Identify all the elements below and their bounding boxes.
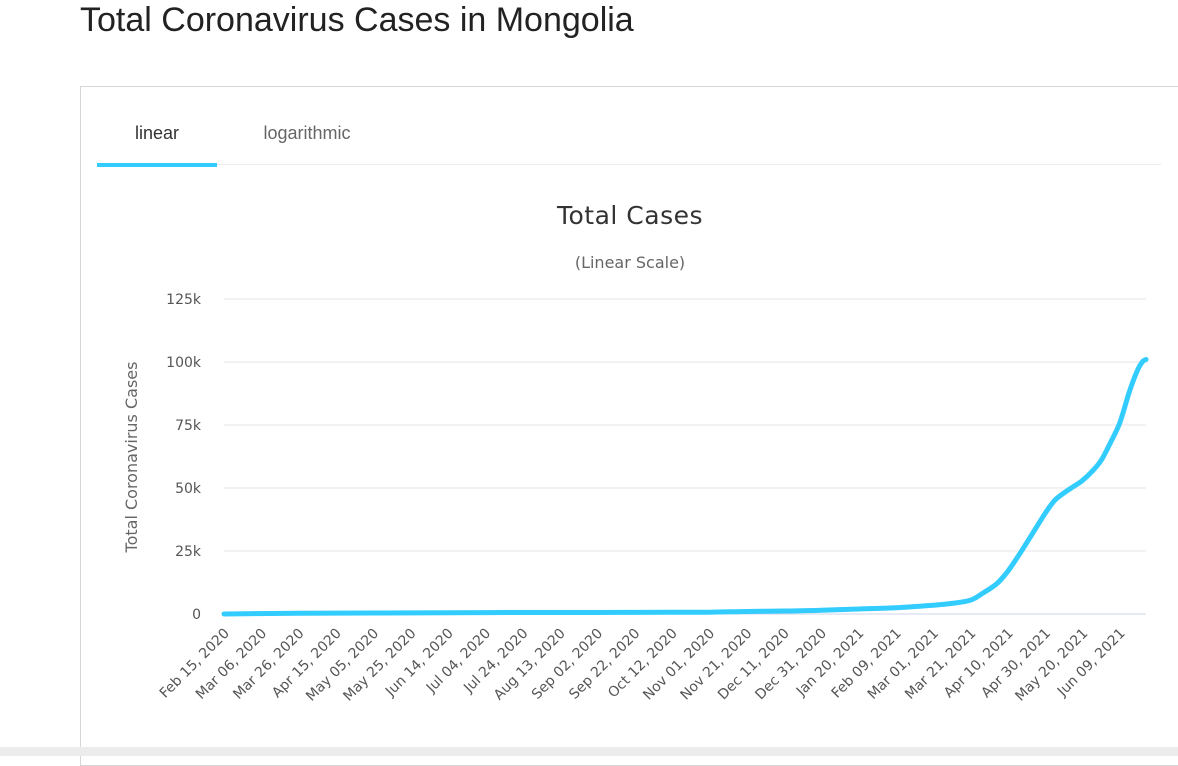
series-group <box>221 357 1149 617</box>
series-line-total-cases[interactable] <box>221 357 1149 617</box>
y-tick-label: 25k <box>175 544 202 560</box>
y-tick-label: 75k <box>175 418 202 434</box>
tab-logarithmic[interactable]: logarithmic <box>263 123 351 143</box>
y-tick-label: 0 <box>192 607 201 623</box>
scale-tabs: linear logarithmic <box>97 87 1161 167</box>
chart-subtitle: (Linear Scale) <box>575 253 685 272</box>
y-tick-label: 100k <box>166 355 202 371</box>
line-chart: Total Cases (Linear Scale) Total Coronav… <box>122 201 1149 705</box>
y-axis-ticks: 0 25k 50k 75k 100k 125k <box>166 292 202 623</box>
tab-linear[interactable]: linear <box>97 87 217 167</box>
y-axis-label: Total Coronavirus Cases <box>122 362 141 554</box>
gridlines <box>224 298 1146 615</box>
y-tick-label: 125k <box>166 292 202 308</box>
page-title: Total Coronavirus Cases in Mongolia <box>80 1 634 39</box>
chart-title: Total Cases <box>556 201 703 230</box>
bottom-scroll-area <box>0 747 1178 756</box>
y-tick-label: 50k <box>175 481 202 497</box>
chart-panel: linear logarithmic <box>80 86 1178 766</box>
